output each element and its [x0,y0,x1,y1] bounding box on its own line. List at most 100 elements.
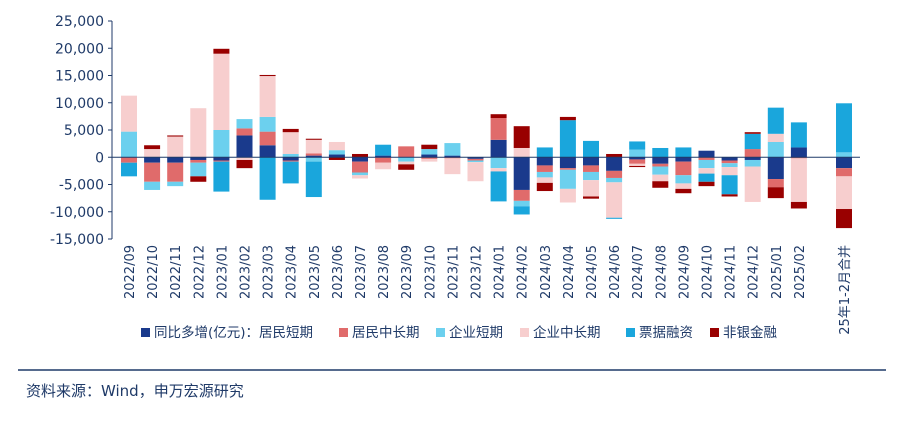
x-tick-label: 2024/11 [724,245,739,299]
bar-segment [536,157,553,166]
legend-swatch [141,328,150,337]
bar-segment [398,146,415,158]
bar-segment [467,162,484,182]
bar-segment [282,128,299,133]
bar-segment [190,162,207,177]
bar-segment [583,157,599,166]
bar-segment [421,149,438,155]
x-tick-label: 2023/12 [470,245,485,299]
bar-segment [583,180,599,197]
bar-segment [836,176,852,210]
bar-segment [606,217,623,219]
bar-segment [675,183,692,189]
bar-segment [675,147,692,158]
bar-segment [121,131,137,158]
bar-segment [675,175,692,184]
bar-segment [698,168,715,174]
bar-segment [282,157,299,161]
bar-segment [513,206,530,215]
x-tick-label: 2024/04 [562,245,577,299]
bar-segment [767,133,784,142]
bar-segment [213,130,230,158]
x-tick-label: 2024/08 [654,245,669,299]
bar-segment [421,157,438,159]
bar-segment [213,53,230,131]
x-tick-label: 2023/04 [285,245,300,299]
bar-segment [490,139,507,158]
bar-segment [721,167,738,176]
bar-segment [767,187,784,199]
bar-segment [790,122,807,148]
bar-segment [490,118,507,140]
bar-segment [236,119,253,129]
bar-segment [744,166,761,202]
bar-segment [583,140,599,158]
legend-swatch [436,328,445,337]
bar-segment [352,172,368,176]
bar-segment [375,157,392,163]
bar-segment [744,157,761,160]
bar-segment [144,145,161,150]
bar-segment [167,162,184,182]
x-tick-label: 2022/12 [192,245,207,299]
bar-segment [444,155,461,158]
bar-segment [698,173,715,182]
legend-label: 企业中长期 [533,324,601,341]
bar-segment [652,181,669,188]
bar-segment [490,114,507,119]
y-tick-label: 20,000 [55,41,104,57]
bar-segment [352,175,368,179]
x-tick-label: 2025/02 [793,245,808,299]
legend-label: 企业短期 [449,324,503,341]
bar-segment [352,161,368,173]
bar-segment [698,157,715,160]
x-tick-label: 2024/02 [516,245,531,299]
legend-label: 票据融资 [639,325,693,341]
bar-segment [398,164,415,170]
x-tick-label: 2023/07 [354,245,369,299]
bar-segment [490,168,507,172]
y-tick-label: -10,000 [50,205,104,221]
bar-segment [398,157,415,162]
bar-segment [559,169,576,189]
bar-segment [675,161,692,176]
bar-segment [583,165,599,172]
bar-segment [721,175,738,195]
bar-segment [213,161,230,192]
bar-segment [836,152,852,158]
x-tick-label: 2023/09 [400,245,415,299]
legend-label: 同比多增(亿元)：居民短期 [154,324,313,341]
bar-segment [328,157,345,160]
bar-segment [652,147,669,158]
bar-segment [513,200,530,207]
bar-segment [836,157,852,169]
legend-swatch [520,328,529,337]
bar-segment [698,150,715,158]
bar-segment [790,201,807,209]
bar-segment [744,149,761,158]
bar-segment [259,145,276,158]
bar-segment [536,147,553,158]
bar-segment [421,144,438,150]
bar-segment [836,209,852,229]
bar-segment [606,157,623,171]
bar-segment [513,157,530,190]
y-tick-label: 15,000 [55,69,104,85]
x-tick-label: 2025/01 [770,245,785,299]
bar-segment [305,153,322,156]
legend-swatch [626,328,635,337]
bar-segment [259,74,276,77]
bar-segment [144,162,161,182]
y-tick-label: 5,000 [64,123,104,139]
bar-segment [790,158,807,202]
bar-segment [444,143,461,156]
bar-segment [467,158,484,161]
bar-segment [652,166,669,175]
bar-segment [190,159,207,163]
x-tick-label: 2024/07 [631,245,646,299]
bar-segment [352,153,368,158]
bar-segment [490,157,507,169]
bar-segment [190,108,207,158]
bar-segment [190,157,207,160]
bar-segment [236,128,253,136]
